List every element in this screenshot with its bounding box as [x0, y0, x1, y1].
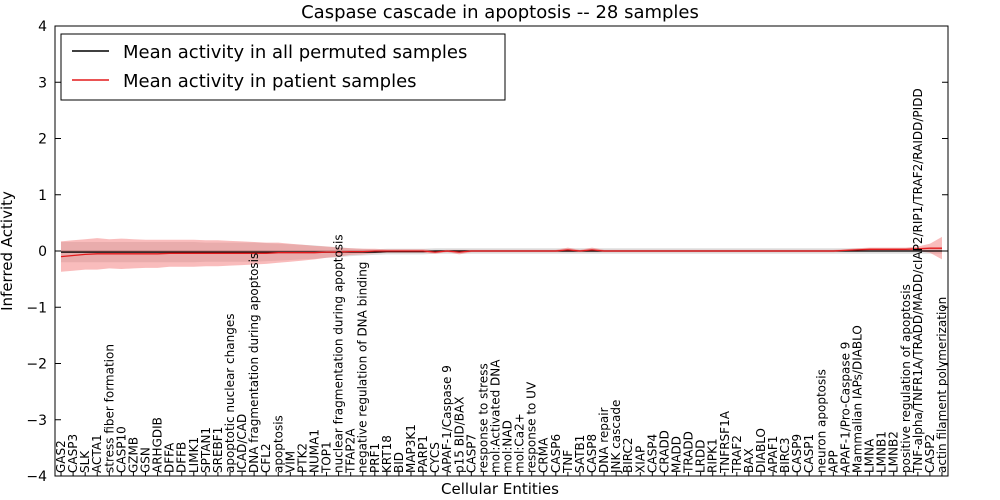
- category-label: CRMA: [537, 437, 551, 473]
- category-label: MAP3K1: [404, 424, 418, 473]
- y-tick-label: −1: [26, 300, 47, 316]
- category-label: GSN: [139, 447, 153, 473]
- category-label: p15 BID/BAX: [452, 397, 466, 473]
- category-label: LRDD: [694, 439, 708, 473]
- category-label: response to UV: [525, 381, 539, 473]
- category-label: DFFB: [175, 442, 189, 473]
- category-label: BID: [392, 452, 406, 473]
- category-label: CYCS: [428, 442, 442, 473]
- category-label: DNA fragmentation during apoptosis: [247, 253, 261, 473]
- category-label: PRF1: [368, 443, 382, 473]
- category-label: ACTA1: [90, 434, 104, 473]
- category-label: TFAP2A: [344, 428, 358, 474]
- category-label: TNFRSF1A: [718, 410, 732, 474]
- category-label: CASP4: [645, 434, 659, 473]
- category-label: DFFA: [163, 442, 177, 473]
- category-label: apoptosis: [271, 415, 285, 473]
- category-label: CASP1: [802, 434, 816, 473]
- category-label: positive regulation of apoptosis: [899, 284, 913, 473]
- category-label: LMNB1: [875, 431, 889, 473]
- category-label: mol:Ca2+: [513, 413, 527, 473]
- category-label: CRADD: [657, 430, 671, 473]
- category-label: CFL2: [259, 443, 273, 473]
- legend: Mean activity in all permuted samples Me…: [60, 33, 506, 101]
- category-label: KRT18: [380, 435, 394, 473]
- category-label: SREBF1: [211, 427, 225, 473]
- category-label: neuron apoptosis: [814, 369, 828, 473]
- category-label: CASP7: [464, 434, 478, 473]
- category-label: BIRC3: [778, 437, 792, 473]
- category-label: LMNA: [863, 438, 877, 473]
- y-tick-label: 1: [38, 188, 47, 204]
- y-tick-label: 4: [38, 19, 47, 35]
- category-label: PTK2: [295, 443, 309, 473]
- category-label: APAF1: [766, 436, 780, 473]
- chart-title: Caspase cascade in apoptosis -- 28 sampl…: [301, 2, 699, 23]
- category-label: GZMB: [126, 437, 140, 473]
- category-label: TNF: [561, 450, 575, 474]
- category-label: CASP6: [549, 434, 563, 473]
- category-label: apoptotic nuclear changes: [223, 314, 237, 473]
- y-tick-label: −3: [26, 413, 47, 429]
- category-label: BIRC2: [621, 437, 635, 473]
- category-label: ARHGDIB: [151, 417, 165, 473]
- category-label: TRADD: [682, 431, 696, 474]
- category-label: APAF-1/Caspase 9: [440, 365, 454, 473]
- category-label: LIMK1: [187, 437, 201, 473]
- category-label: response to stress: [476, 363, 490, 473]
- y-tick-label: 3: [38, 75, 47, 91]
- x-axis-label: Cellular Entities: [441, 480, 559, 498]
- category-label: APP: [826, 450, 840, 473]
- legend-label-permuted: Mean activity in all permuted samples: [123, 42, 467, 63]
- category-label: nuclear fragmentation during apoptosis: [332, 234, 346, 473]
- category-label: actin filament polymerization: [935, 297, 949, 473]
- category-label: RIPK1: [706, 438, 720, 473]
- category-label: LMNB2: [887, 431, 901, 473]
- band-patient: [61, 236, 942, 272]
- category-label: ICAD/CAD: [235, 414, 249, 473]
- y-tick-label: −2: [26, 357, 47, 373]
- category-label: SPTAN1: [199, 427, 213, 473]
- category-label: GAS2: [54, 440, 68, 473]
- legend-label-patient: Mean activity in patient samples: [123, 71, 417, 92]
- category-label: MADD: [670, 436, 684, 473]
- category-label: CASP9: [790, 434, 804, 473]
- category-label: VIM: [283, 451, 297, 473]
- y-axis-label: Inferred Activity: [0, 191, 16, 311]
- category-label: NUMA1: [308, 429, 322, 473]
- category-label: JNK cascade: [609, 400, 623, 474]
- category-label: CASP3: [66, 434, 80, 473]
- y-tick-label: 0: [38, 244, 47, 260]
- category-label: DIABLO: [754, 428, 768, 473]
- category-label: TNF-alpha/TNFR1A/TRADD/MADD/cIAP2/RIP1/T…: [911, 88, 925, 474]
- category-label: Mammalian IAPs/DIABLO: [851, 325, 865, 473]
- category-label: negative regulation of DNA binding: [356, 262, 370, 473]
- category-label: DNA repair: [597, 407, 611, 473]
- category-label: SATB1: [573, 435, 587, 473]
- category-label: CASP2: [923, 434, 937, 473]
- y-tick-label: −4: [26, 469, 47, 485]
- category-label: stress fiber formation: [102, 344, 116, 473]
- category-label: TOP1: [320, 441, 334, 474]
- category-label: CASP10: [114, 426, 128, 473]
- category-label: TRAF2: [730, 435, 744, 474]
- category-label: BAX: [742, 448, 756, 473]
- category-label: mol:NAD: [501, 420, 515, 473]
- category-label: mol:Activated DNA: [489, 359, 503, 473]
- category-label: CASP8: [585, 434, 599, 473]
- y-tick-label: 2: [38, 132, 47, 148]
- category-label: PARP1: [416, 435, 430, 473]
- series-line-patient: [60, 247, 942, 258]
- category-label: APAF-1/Pro-Caspase 9: [838, 342, 852, 473]
- category-label: SLK: [78, 450, 92, 473]
- category-label: XIAP: [633, 446, 647, 473]
